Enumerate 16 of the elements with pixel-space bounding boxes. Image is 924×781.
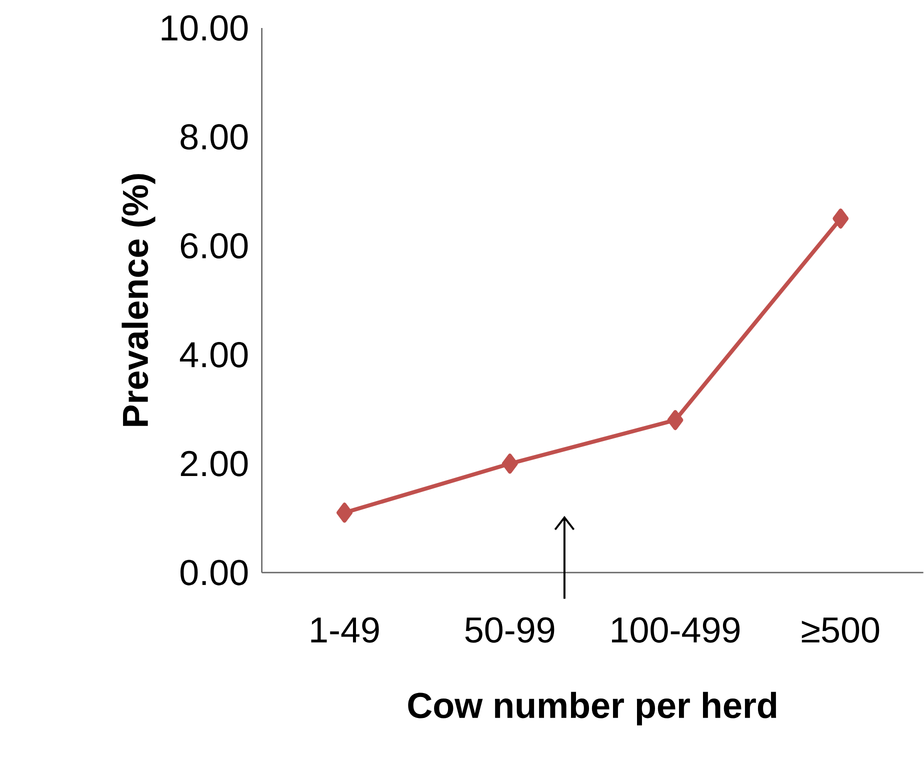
y-tick-label: 10.00 <box>162 15 248 41</box>
y-tick-label: 2.00 <box>180 450 248 476</box>
x-tick-label: 100-499 <box>612 617 740 643</box>
point <box>667 410 684 430</box>
point <box>336 502 352 522</box>
x-tick-label: 50-99 <box>465 617 554 643</box>
point <box>832 208 849 228</box>
x-tick-label: ≥500 <box>802 617 880 643</box>
x-axis-title: Cow number per herd <box>408 692 776 726</box>
y-tick-label: 0.00 <box>180 560 248 586</box>
y-tick-label: 4.00 <box>180 342 248 368</box>
y-tick-label: 8.00 <box>180 124 248 150</box>
y-axis-title: Prevalence (%) <box>122 174 156 426</box>
point <box>502 453 518 474</box>
x-tick-label: 1-49 <box>311 617 379 643</box>
y-tick-label: 6.00 <box>180 232 248 258</box>
